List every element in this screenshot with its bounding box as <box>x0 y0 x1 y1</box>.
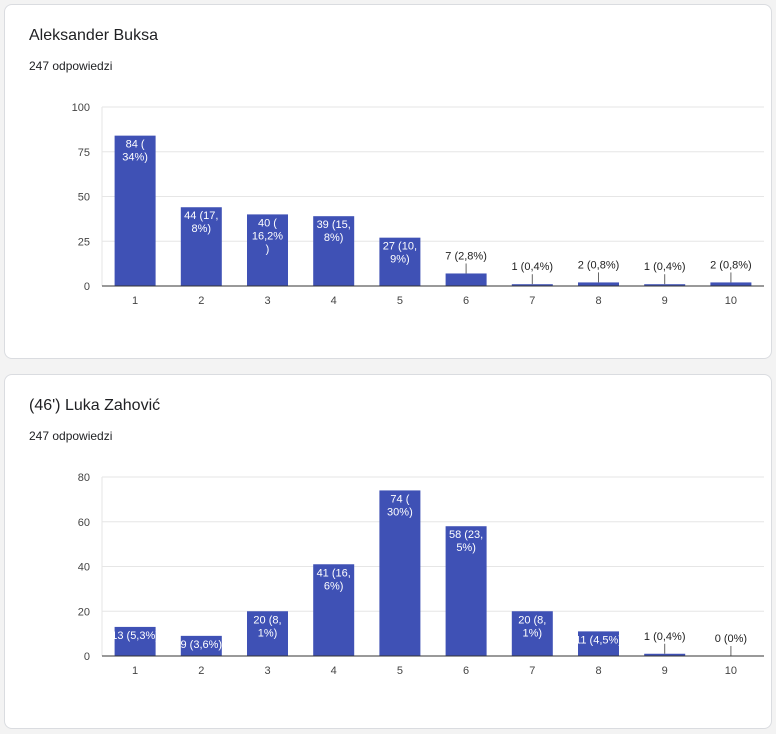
data-label: 16,2% <box>252 230 283 242</box>
question-card: (46') Luka Zahović 247 odpowiedzi 0 20 40 6… <box>4 374 772 729</box>
question-title: (46') Luka Zahović <box>29 397 161 414</box>
data-label: 44 (17, <box>184 210 218 222</box>
data-label: 30%) <box>387 506 413 518</box>
bar[interactable] <box>644 653 686 656</box>
x-tick-label: 8 <box>595 295 601 307</box>
data-label: 20 (8, <box>253 614 281 626</box>
question-card: Aleksander Buksa 247 odpowiedzi 0 25 50 75 1… <box>4 4 772 359</box>
bar[interactable] <box>445 273 487 286</box>
x-tick-label: 9 <box>662 665 668 677</box>
bar[interactable] <box>313 216 355 286</box>
data-label: 27 (10, <box>383 241 417 253</box>
data-label: 58 (23, <box>449 529 483 541</box>
x-tick-label: 2 <box>198 295 204 307</box>
bar[interactable] <box>445 526 487 656</box>
x-tick-label: 4 <box>331 665 337 677</box>
bar[interactable] <box>379 237 421 286</box>
bar[interactable] <box>180 635 222 656</box>
data-label: 41 (16, <box>317 567 351 579</box>
bar[interactable] <box>379 490 421 656</box>
x-tick-label: 10 <box>725 295 737 307</box>
x-tick-label: 6 <box>463 665 469 677</box>
x-tick-label: 1 <box>132 295 138 307</box>
y-tick-label: 0 <box>84 651 90 663</box>
bar[interactable] <box>578 282 619 286</box>
data-label: 74 ( <box>390 493 409 505</box>
data-label: 13 (5,3%) <box>111 630 159 642</box>
x-tick-label: 7 <box>529 295 535 307</box>
bar[interactable] <box>644 284 686 286</box>
data-label: 84 ( <box>126 139 145 151</box>
data-label: 8%) <box>192 223 212 235</box>
bar[interactable] <box>247 611 288 656</box>
data-label: ) <box>266 243 270 255</box>
data-label: 6%) <box>324 580 344 592</box>
data-label: 20 (8, <box>518 614 546 626</box>
y-tick-label: 0 <box>84 281 90 293</box>
bar[interactable] <box>247 214 288 286</box>
data-label: 40 ( <box>258 217 277 229</box>
bar[interactable] <box>114 626 156 656</box>
data-label: 1%) <box>523 627 543 639</box>
x-tick-label: 3 <box>264 295 270 307</box>
bar[interactable] <box>511 611 553 656</box>
bar[interactable] <box>578 631 619 656</box>
x-tick-label: 4 <box>331 295 337 307</box>
data-label: 2 (0,8%) <box>710 259 752 271</box>
data-label: 11 (4,5%) <box>575 634 622 646</box>
data-label: 5%) <box>456 542 476 554</box>
x-tick-label: 3 <box>264 665 270 677</box>
bar[interactable] <box>313 564 355 656</box>
data-label: 7 (2,8%) <box>445 250 487 262</box>
x-tick-label: 2 <box>198 665 204 677</box>
y-tick-label: 40 <box>78 562 90 574</box>
x-tick-label: 10 <box>725 665 737 677</box>
y-tick-label: 60 <box>78 517 90 529</box>
x-tick-label: 9 <box>662 295 668 307</box>
bar[interactable] <box>180 207 222 286</box>
data-label: 1 (0,4%) <box>512 261 554 273</box>
y-tick-label: 25 <box>78 236 90 248</box>
x-tick-label: 8 <box>595 665 601 677</box>
data-label: 1 (0,4%) <box>644 631 686 643</box>
data-label: 34%) <box>122 152 148 164</box>
data-label: 8%) <box>324 232 344 244</box>
y-tick-label: 100 <box>72 102 90 114</box>
x-tick-label: 5 <box>397 295 403 307</box>
question-title: Aleksander Buksa <box>29 27 158 44</box>
bar[interactable] <box>710 282 752 286</box>
y-tick-label: 80 <box>78 472 90 484</box>
data-label: 2 (0,8%) <box>578 259 620 271</box>
data-label: 9 (3,6%) <box>181 639 223 651</box>
data-label: 1%) <box>258 627 278 639</box>
response-count: 247 odpowiedzi <box>29 59 113 73</box>
x-tick-label: 7 <box>529 665 535 677</box>
response-count: 247 odpowiedzi <box>29 429 113 443</box>
y-tick-label: 50 <box>78 192 90 204</box>
x-tick-label: 6 <box>463 295 469 307</box>
data-label: 0 (0%) <box>715 633 747 645</box>
data-label: 1 (0,4%) <box>644 261 686 273</box>
bar[interactable] <box>511 284 553 286</box>
x-tick-label: 1 <box>132 665 138 677</box>
bar[interactable] <box>114 135 156 286</box>
data-label: 9%) <box>390 254 410 266</box>
y-tick-label: 75 <box>78 147 90 159</box>
data-label: 39 (15, <box>317 219 351 231</box>
y-tick-label: 20 <box>78 606 90 618</box>
x-tick-label: 5 <box>397 665 403 677</box>
